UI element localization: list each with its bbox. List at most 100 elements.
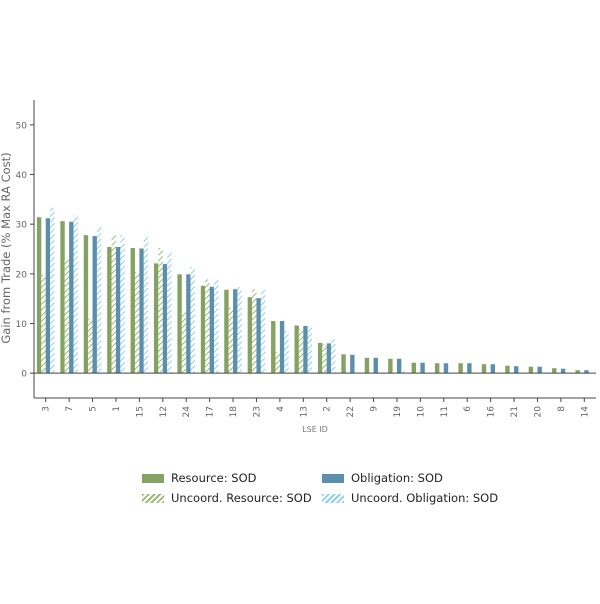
bar-obligation-sod-8 xyxy=(560,368,566,374)
bar-obligation-sod-22 xyxy=(350,354,355,374)
x-tick-label: 16 xyxy=(487,406,497,418)
legend-swatch-uncoord-resource-sod xyxy=(142,493,164,503)
bar-obligation-sod-18 xyxy=(233,289,238,374)
bar-resource-sod-15 xyxy=(130,248,135,374)
bar-uncoord-obligation-sod-19 xyxy=(401,371,406,374)
bar-uncoord-obligation-sod-17 xyxy=(214,279,219,374)
bar-resource-sod-23 xyxy=(247,297,253,374)
x-tick-label: 22 xyxy=(346,406,356,417)
x-tick-label: 18 xyxy=(229,406,239,418)
bar-resource-sod-24 xyxy=(177,274,182,374)
x-tick-label: 6 xyxy=(463,406,473,412)
bar-resource-sod-18 xyxy=(224,289,229,374)
bar-resource-sod-19 xyxy=(388,358,393,374)
bar-uncoord-resource-sod-4 xyxy=(275,352,280,374)
bar-obligation-sod-15 xyxy=(139,248,144,374)
bar-obligation-sod-13 xyxy=(303,325,308,374)
bar-uncoord-resource-sod-13 xyxy=(298,328,304,374)
bar-resource-sod-22 xyxy=(341,354,346,374)
bar-obligation-sod-2 xyxy=(326,343,332,374)
legend-item-obligation-sod: Obligation: SOD xyxy=(322,470,522,486)
legend-swatch-obligation-sod xyxy=(322,473,344,483)
bar-obligation-sod-10 xyxy=(420,362,425,374)
x-tick-label: 11 xyxy=(440,406,450,417)
bar-uncoord-resource-sod-23 xyxy=(252,289,257,374)
y-tick-label: 20 xyxy=(16,270,28,280)
bar-uncoord-resource-sod-17 xyxy=(205,279,210,374)
legend-swatch-uncoord-obligation-sod xyxy=(322,493,344,503)
x-axis-label: LSE ID xyxy=(302,425,328,434)
legend-label-resource-sod: Resource: SOD xyxy=(171,471,257,485)
bar-obligation-sod-23 xyxy=(256,298,261,374)
legend: Resource: SOD Obligation: SOD Uncoord. R… xyxy=(142,470,522,506)
bar-obligation-sod-21 xyxy=(514,366,519,374)
bar-uncoord-obligation-sod-3 xyxy=(50,207,55,374)
bar-obligation-sod-6 xyxy=(467,363,472,374)
bar-resource-sod-8 xyxy=(552,368,557,374)
bar-resource-sod-7 xyxy=(60,221,65,374)
bar-resource-sod-6 xyxy=(458,363,463,374)
bar-uncoord-resource-sod-15 xyxy=(134,271,140,374)
bar-resource-sod-20 xyxy=(528,366,534,374)
bar-uncoord-resource-sod-7 xyxy=(64,259,70,374)
legend-label-obligation-sod: Obligation: SOD xyxy=(351,471,443,485)
x-tick-label: 10 xyxy=(416,406,426,418)
bar-resource-sod-17 xyxy=(200,285,206,374)
bar-uncoord-obligation-sod-18 xyxy=(237,287,242,374)
bar-uncoord-resource-sod-18 xyxy=(228,307,234,374)
bar-uncoord-obligation-sod-13 xyxy=(307,326,313,374)
legend-label-uncoord-obligation-sod: Uncoord. Obligation: SOD xyxy=(351,491,499,505)
x-tick-label: 14 xyxy=(580,406,590,418)
y-tick-label: 30 xyxy=(16,221,28,231)
bar-resource-sod-16 xyxy=(481,364,487,374)
bar-obligation-sod-4 xyxy=(279,321,285,374)
x-tick-label: 21 xyxy=(510,406,520,417)
bar-uncoord-obligation-sod-23 xyxy=(260,288,266,374)
bar-resource-sod-4 xyxy=(271,321,276,374)
bar-uncoord-obligation-sod-5 xyxy=(96,226,102,374)
bars-layer xyxy=(36,207,589,374)
bar-uncoord-obligation-sod-1 xyxy=(120,235,125,374)
legend-label-uncoord-resource-sod: Uncoord. Resource: SOD xyxy=(171,491,312,505)
bar-uncoord-obligation-sod-12 xyxy=(167,252,172,374)
bar-resource-sod-21 xyxy=(505,365,510,374)
legend-item-uncoord-resource-sod: Uncoord. Resource: SOD xyxy=(142,490,322,506)
bar-obligation-sod-19 xyxy=(396,358,402,374)
bar-obligation-sod-3 xyxy=(45,218,51,374)
bar-resource-sod-1 xyxy=(107,247,112,374)
bar-resource-sod-13 xyxy=(294,325,299,374)
bar-uncoord-obligation-sod-24 xyxy=(190,266,196,374)
bar-uncoord-obligation-sod-15 xyxy=(143,237,149,374)
x-tick-label: 17 xyxy=(206,406,216,417)
bar-uncoord-resource-sod-24 xyxy=(181,311,187,374)
bar-obligation-sod-5 xyxy=(92,236,97,374)
x-tick-label: 19 xyxy=(393,406,403,418)
y-tick-label: 0 xyxy=(21,370,27,380)
legend-item-resource-sod: Resource: SOD xyxy=(142,470,322,486)
y-tick-label: 50 xyxy=(16,121,28,131)
x-tick-label: 20 xyxy=(533,406,543,418)
bar-resource-sod-3 xyxy=(36,217,42,374)
bar-obligation-sod-12 xyxy=(162,263,168,374)
bar-obligation-sod-14 xyxy=(584,370,589,374)
x-tick-label: 24 xyxy=(182,406,192,418)
x-tick-label: 15 xyxy=(135,406,145,417)
bar-uncoord-resource-sod-5 xyxy=(88,319,93,374)
bar-obligation-sod-24 xyxy=(186,274,191,374)
bar-uncoord-obligation-sod-2 xyxy=(331,339,336,374)
x-tick-label: 12 xyxy=(159,406,169,417)
bar-uncoord-resource-sod-1 xyxy=(111,235,116,374)
bar-obligation-sod-7 xyxy=(69,221,74,374)
bar-uncoord-resource-sod-3 xyxy=(41,274,46,374)
bar-resource-sod-5 xyxy=(83,235,89,374)
x-tick-label: 3 xyxy=(42,406,52,412)
bar-resource-sod-10 xyxy=(411,362,416,374)
x-tick-label: 2 xyxy=(323,406,333,412)
x-tick-label: 8 xyxy=(557,406,567,412)
bar-resource-sod-14 xyxy=(575,370,580,374)
bar-obligation-sod-1 xyxy=(115,247,121,374)
x-tick-label: 9 xyxy=(370,406,380,412)
y-tick-label: 40 xyxy=(16,171,28,181)
